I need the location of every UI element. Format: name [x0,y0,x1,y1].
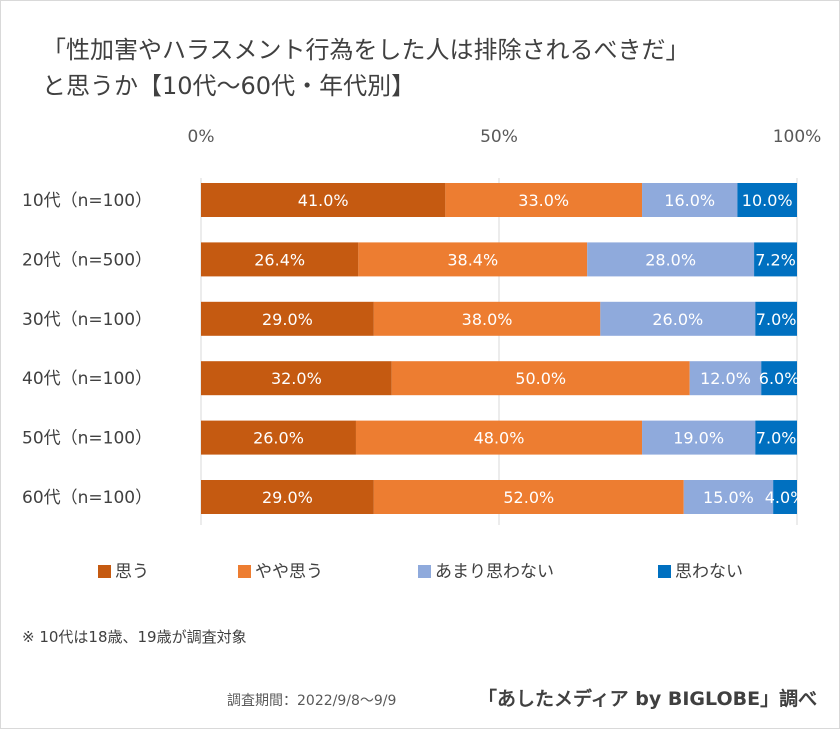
bar-segment [201,183,446,217]
data-label: 10.0% [742,191,793,210]
data-label: 29.0% [262,488,313,507]
x-tick-label: 50% [480,127,518,147]
bar-segment [391,361,690,396]
data-label: 26.4% [254,250,305,269]
category-label: 60代（n=100） [22,488,152,508]
legend-swatch [658,565,671,578]
bar-segment [642,420,756,455]
data-label: 15.0% [703,488,754,507]
category-label: 10代（n=100） [22,191,152,211]
bar-segment [201,242,359,277]
data-label: 33.0% [518,191,569,210]
source-credit: 「あしたメディア by BIGLOBE」調べ [478,688,818,710]
bar-segment [201,301,374,336]
bar-segment [755,301,797,336]
x-tick-label: 100% [773,127,822,147]
data-label: 26.0% [253,429,304,448]
bar-segment [683,480,774,514]
legend-swatch [418,565,431,578]
bar-segment [773,480,797,514]
data-label: 16.0% [664,191,715,210]
data-label: 52.0% [503,488,554,507]
chart-title-line1: 「性加害やハラスメント行為をした人は排除されるべきだ」 [42,36,690,64]
legend-label: あまり思わない [435,562,554,582]
category-label: 20代（n=500） [22,250,152,270]
bar-segment [689,361,762,396]
survey-period: 調査期間：2022/9/8～9/9 [227,693,397,709]
data-label: 32.0% [271,369,322,388]
data-label: 19.0% [673,429,724,448]
data-label: 7.0% [756,310,797,329]
data-label: 48.0% [474,429,525,448]
x-tick-label: 0% [188,127,215,147]
data-label: 28.0% [645,250,696,269]
bar-segment [201,361,392,396]
data-label: 38.4% [447,250,498,269]
category-label: 30代（n=100） [22,310,152,330]
bar-segment [600,301,756,336]
legend-label: 思わない [675,562,743,582]
bar-segment [373,301,601,336]
data-label: 4.0% [765,488,806,507]
chart-title-line2: と思うか【10代～60代・年代別】 [42,72,416,100]
bar-segment [445,183,643,217]
bar-segment [358,242,588,277]
bar-segment [755,420,797,455]
data-label: 7.2% [755,250,796,269]
category-label: 50代（n=100） [22,429,152,449]
data-label: 7.0% [756,429,797,448]
data-label: 26.0% [652,310,703,329]
bar-segment [201,420,356,455]
data-label: 41.0% [298,191,349,210]
bar-segment [761,361,797,396]
footnote: ※ 10代は18歳、19歳が調査対象 [22,628,247,646]
chart-title: 「性加害やハラスメント行為をした人は排除されるべきだ」 と思うか【10代～60代… [42,32,690,104]
bar-segment [737,183,797,217]
data-label: 50.0% [515,369,566,388]
data-label: 38.0% [462,310,513,329]
bar-segment [355,420,643,455]
bar-segment [373,480,684,514]
bar-segment [587,242,755,277]
bar-segment [201,480,374,514]
bar-segment [642,183,738,217]
data-label: 6.0% [759,369,800,388]
stacked-bar-chart: 0% 50% 100% 10代（n=100） 41.0% 33.0% 16.0% 10.0% 2… [22,127,822,582]
bar-segment [754,242,797,277]
legend-label: 思う [115,562,149,582]
legend-swatch [238,565,251,578]
category-label: 40代（n=100） [22,369,152,389]
legend-label: やや思う [255,562,323,582]
legend-swatch [98,565,111,578]
data-label: 12.0% [700,369,751,388]
data-label: 29.0% [262,310,313,329]
